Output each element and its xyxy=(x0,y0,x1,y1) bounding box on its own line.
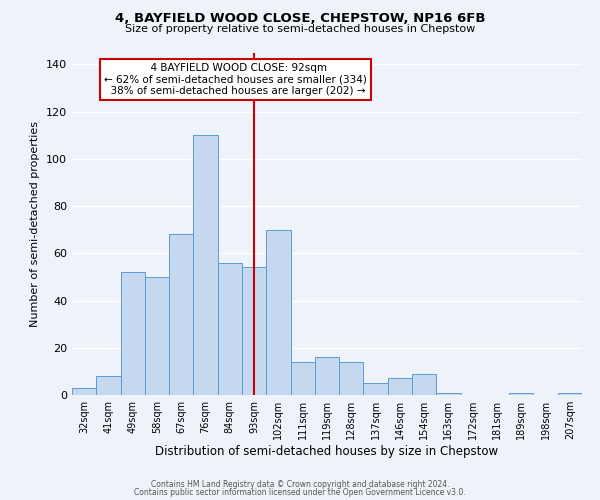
Bar xyxy=(412,374,436,395)
Bar xyxy=(315,357,339,395)
Bar xyxy=(96,376,121,395)
X-axis label: Distribution of semi-detached houses by size in Chepstow: Distribution of semi-detached houses by … xyxy=(155,445,499,458)
Bar xyxy=(242,268,266,395)
Bar xyxy=(290,362,315,395)
Bar xyxy=(509,392,533,395)
Title: 4, BAYFIELD WOOD CLOSE, CHEPSTOW, NP16 6FB
Size of property relative to semi-det: 4, BAYFIELD WOOD CLOSE, CHEPSTOW, NP16 6… xyxy=(0,499,1,500)
Bar xyxy=(339,362,364,395)
Bar xyxy=(436,392,461,395)
Bar xyxy=(558,392,582,395)
Text: Contains public sector information licensed under the Open Government Licence v3: Contains public sector information licen… xyxy=(134,488,466,497)
Y-axis label: Number of semi-detached properties: Number of semi-detached properties xyxy=(31,120,40,327)
Bar xyxy=(388,378,412,395)
Bar xyxy=(266,230,290,395)
Text: 4, BAYFIELD WOOD CLOSE, CHEPSTOW, NP16 6FB: 4, BAYFIELD WOOD CLOSE, CHEPSTOW, NP16 6… xyxy=(115,12,485,26)
Text: 4 BAYFIELD WOOD CLOSE: 92sqm
← 62% of semi-detached houses are smaller (334)
  3: 4 BAYFIELD WOOD CLOSE: 92sqm ← 62% of se… xyxy=(104,63,367,96)
Bar xyxy=(169,234,193,395)
Text: Size of property relative to semi-detached houses in Chepstow: Size of property relative to semi-detach… xyxy=(125,24,475,34)
Text: Contains HM Land Registry data © Crown copyright and database right 2024.: Contains HM Land Registry data © Crown c… xyxy=(151,480,449,489)
Bar xyxy=(72,388,96,395)
Bar xyxy=(193,135,218,395)
Bar xyxy=(218,262,242,395)
Bar xyxy=(145,277,169,395)
Bar xyxy=(364,383,388,395)
Bar xyxy=(121,272,145,395)
